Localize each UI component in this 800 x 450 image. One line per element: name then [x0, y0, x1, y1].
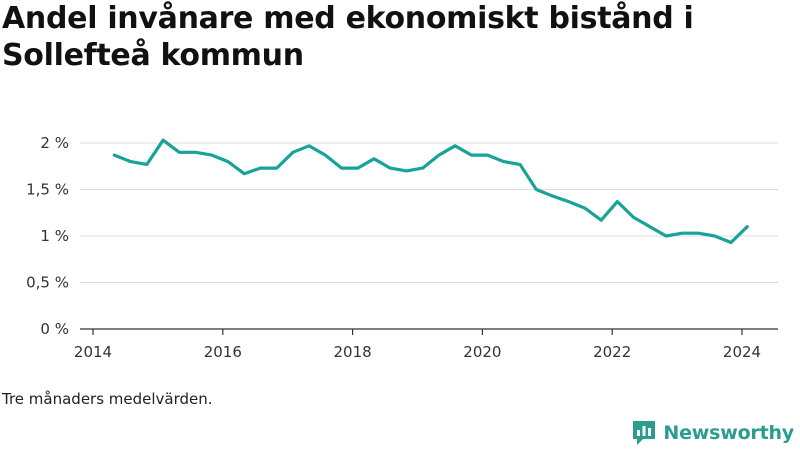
grid-lines [80, 142, 778, 283]
x-tick-label: 2016 [204, 343, 242, 361]
x-tick-label: 2014 [74, 343, 112, 361]
y-tick-label: 2 % [40, 134, 69, 152]
data-series [112, 138, 749, 245]
brand-name: Newsworthy [663, 422, 794, 444]
x-tick-label: 2024 [723, 343, 761, 361]
y-tick-label: 0 % [40, 320, 69, 338]
line-chart: 0 % 0,5 % 1 % 1,5 % 2 % 2014 2016 2018 2020 2022… [26, 134, 778, 361]
chart-note: Tre månaders medelvärden. [2, 390, 213, 408]
chart-title: Andel invånare med ekonomiskt bistånd i … [2, 1, 694, 73]
y-axis-ticks: 0 % 0,5 % 1 % 1,5 % 2 % [26, 134, 69, 338]
y-tick-label: 1,5 % [26, 181, 69, 199]
y-tick-label: 1 % [40, 227, 69, 245]
y-tick-label: 0,5 % [26, 274, 69, 292]
x-tick-label: 2022 [593, 343, 631, 361]
x-tick-label: 2018 [334, 343, 372, 361]
x-axis: 2014 2016 2018 2020 2022 2024 [74, 328, 778, 361]
newsworthy-logo-icon [633, 421, 656, 445]
brand[interactable]: Newsworthy [631, 419, 794, 447]
series-line [112, 138, 749, 245]
x-tick-label: 2020 [463, 343, 501, 361]
